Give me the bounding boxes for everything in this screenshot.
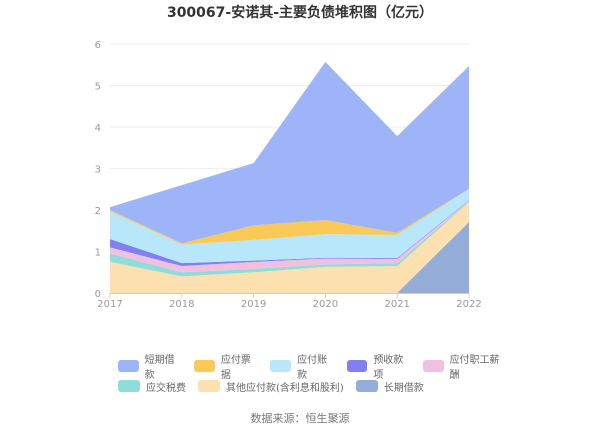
svg-text:2022: 2022 [456,299,481,310]
legend-swatch-icon [194,360,215,372]
svg-text:1: 1 [95,248,101,259]
legend-item-payroll-payable[interactable]: 应付职工薪酬 [422,351,506,381]
legend-swatch-icon [118,360,139,372]
svg-text:0: 0 [95,289,101,300]
legend-row-2: 应交税费 其他应付款(含利息和股利) 长期借款 [118,376,518,396]
data-source: 数据来源：恒生聚源 [250,412,350,425]
legend-swatch-icon [422,360,444,372]
svg-text:2019: 2019 [241,299,266,310]
svg-text:2017: 2017 [97,299,122,310]
svg-text:2018: 2018 [169,299,194,310]
legend-item-taxes-payable[interactable]: 应交税费 [118,379,186,394]
svg-text:6: 6 [95,40,101,51]
legend-item-long-term-loan[interactable]: 长期借款 [355,379,424,394]
legend-swatch-icon [355,380,378,392]
legend-item-other-payables[interactable]: 其他应付款(含利息和股利) [198,379,344,394]
svg-text:3: 3 [95,165,101,176]
area-series [110,61,469,293]
legend-row-1: 短期借款 应付票据 应付账款 预收款项 应付职工薪酬 [118,355,518,381]
legend: 短期借款 应付票据 应付账款 预收款项 应付职工薪酬 应交税费 其他应付款(含利… [118,355,518,396]
legend-item-notes-payable[interactable]: 应付票据 [194,351,258,381]
legend-swatch-icon [198,380,220,392]
legend-swatch-icon [346,360,368,372]
svg-text:2021: 2021 [384,299,409,310]
axes: 0 1 2 3 4 5 6 2017 2018 2019 2020 2021 2022 [95,40,482,310]
legend-swatch-icon [270,360,292,372]
svg-text:5: 5 [95,82,101,93]
legend-item-accounts-payable[interactable]: 应付账款 [270,351,334,381]
legend-item-short-term-loan[interactable]: 短期借款 [118,351,182,381]
svg-text:2020: 2020 [313,299,338,310]
svg-text:2: 2 [95,206,101,217]
chart-title: 300067-安诺其-主要负债堆积图（亿元） [166,5,434,21]
legend-item-advance-receipts[interactable]: 预收款项 [346,351,411,381]
svg-text:4: 4 [95,123,101,134]
legend-swatch-icon [118,380,140,392]
